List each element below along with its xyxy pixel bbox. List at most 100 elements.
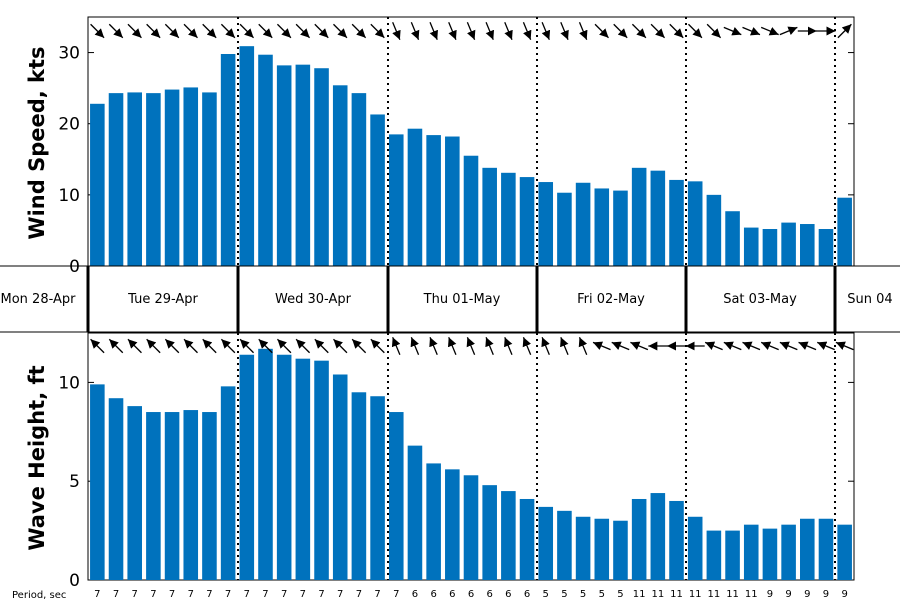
wave-direction-arrow [630, 341, 649, 351]
wind-bar [388, 134, 404, 266]
wave-bar [202, 412, 217, 580]
wave-direction-arrow [314, 338, 329, 354]
wind-direction-arrow [146, 23, 161, 39]
period-value: 9 [823, 589, 829, 600]
wind-bar [183, 87, 199, 266]
period-value: 6 [505, 589, 511, 600]
wind-bar [90, 103, 105, 267]
wind-bar [818, 229, 834, 266]
wind-bar [202, 92, 217, 266]
wind-direction-arrow [837, 23, 852, 39]
period-value: 7 [150, 589, 156, 600]
wave-direction-arrow [522, 337, 532, 355]
wave-bar [519, 498, 535, 580]
wave-bar [295, 358, 311, 580]
wind-direction-arrow [723, 26, 742, 36]
wind-direction-arrow [541, 22, 551, 40]
wind-direction-arrow [706, 23, 722, 39]
wind-bar [108, 93, 124, 266]
wind-bar [631, 167, 647, 266]
day-label: Wed 30-Apr [275, 292, 352, 307]
wind-bar [146, 93, 161, 266]
wave-bar [351, 392, 367, 580]
wave-bar [164, 412, 180, 580]
period-value: 9 [804, 589, 810, 600]
wind-bar [800, 224, 815, 266]
wave-direction-arrow [742, 341, 761, 351]
wave-direction-arrow [351, 338, 367, 354]
wind-bar [762, 229, 778, 266]
period-value: 6 [430, 589, 436, 600]
wave-bar [575, 516, 591, 580]
wave-direction-arrow [220, 338, 236, 354]
wave-bar [407, 445, 423, 580]
wave-bar [538, 506, 554, 580]
period-value: 5 [580, 589, 586, 600]
wave-y-axis-label: Wave Height, ft [25, 365, 49, 550]
period-value: 9 [767, 589, 773, 600]
wind-direction-arrow [594, 23, 609, 39]
wave-direction-arrow [611, 341, 630, 351]
period-value: 11 [689, 589, 702, 600]
wave-bar [482, 485, 497, 580]
wind-direction-arrow [410, 22, 420, 40]
period-value: 5 [543, 589, 549, 600]
wave-bar [108, 398, 124, 580]
wind-bar [164, 89, 180, 267]
wind-bar [613, 190, 628, 266]
period-value: 11 [745, 589, 758, 600]
wave-bar [837, 524, 852, 580]
wave-direction-arrow [127, 338, 142, 354]
wind-y-tick-label: 10 [58, 186, 80, 206]
period-value: 6 [486, 589, 492, 600]
wind-bar [575, 182, 591, 266]
wind-speed-panel: 0 10 20 30 [58, 16, 855, 277]
wave-y-tick-label: 10 [58, 373, 80, 393]
wind-direction-arrow [504, 22, 513, 40]
wind-direction-arrow [276, 23, 292, 39]
wave-y-tick-label: 0 [69, 571, 80, 591]
wind-bar [463, 155, 479, 266]
wind-direction-arrow [466, 22, 476, 40]
wind-y-axis-label: Wind Speed, kts [25, 46, 49, 239]
wind-direction-arrow [650, 23, 666, 39]
wind-direction-arrow [108, 23, 124, 39]
wind-bar [594, 188, 610, 266]
wave-bar [314, 360, 329, 580]
wind-bar [239, 46, 255, 266]
wave-direction-arrow [704, 341, 723, 351]
wave-bar [183, 410, 199, 580]
period-value: 7 [356, 589, 362, 600]
wave-direction-arrow [723, 341, 742, 351]
wave-bar [613, 520, 628, 580]
period-value: 5 [599, 589, 605, 600]
period-value: 11 [708, 589, 721, 600]
wave-bar [669, 500, 684, 580]
wave-bar [426, 463, 441, 580]
wave-bar [594, 518, 610, 580]
wave-direction-arrow [447, 337, 457, 355]
wind-direction-arrow [429, 22, 438, 40]
wind-bar [837, 197, 852, 266]
wind-direction-arrow [448, 22, 457, 40]
wind-direction-arrow [258, 23, 273, 39]
wave-direction-arrow [370, 338, 385, 354]
wave-bar [800, 518, 815, 580]
wind-direction-arrow [333, 23, 348, 39]
wind-direction-arrow [631, 23, 647, 39]
period-value: 11 [670, 589, 683, 600]
wind-direction-arrow [164, 23, 180, 39]
wave-direction-arrow [391, 337, 401, 355]
wave-direction-arrow [835, 341, 854, 351]
period-value: 7 [393, 589, 399, 600]
wind-bar [706, 194, 722, 266]
period-value: 11 [651, 589, 664, 600]
period-value: 7 [244, 589, 250, 600]
wave-direction-arrow [108, 338, 124, 354]
wind-y-tick-label: 30 [58, 44, 80, 64]
wind-y-tick-label: 0 [69, 257, 80, 277]
wave-direction-arrow [90, 338, 105, 354]
wave-bar [445, 469, 460, 580]
period-value: 11 [726, 589, 739, 600]
